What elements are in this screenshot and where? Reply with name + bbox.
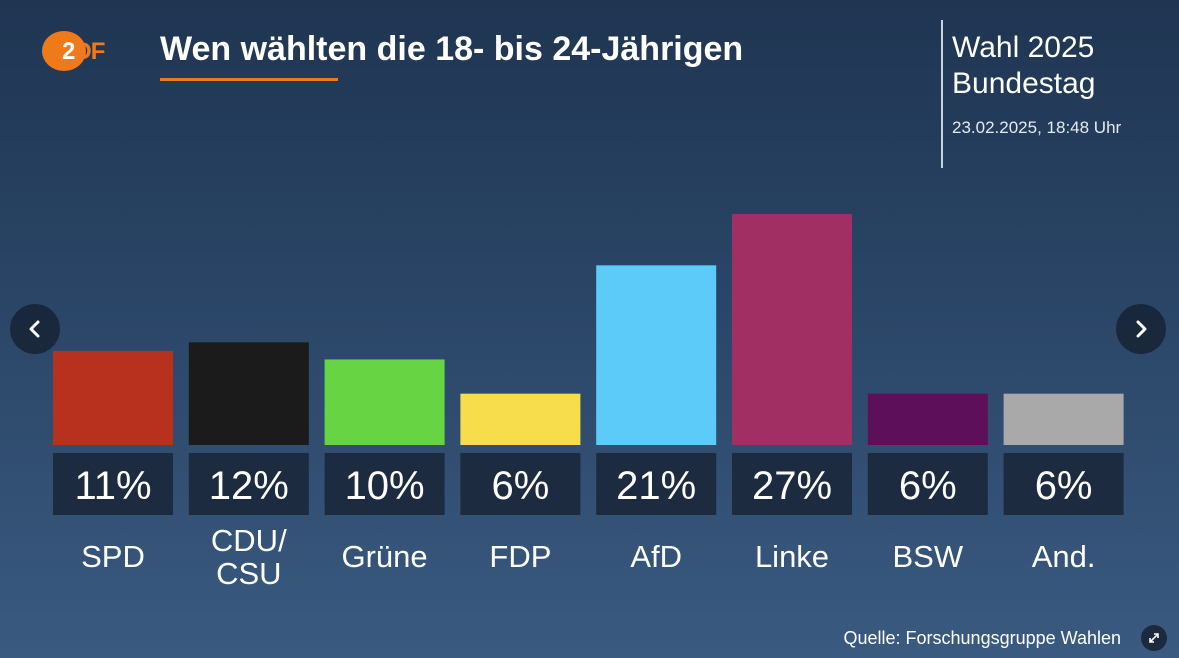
bar [732, 214, 852, 445]
zdf-logo-text: 2DF [62, 38, 105, 66]
category-label: BSW [892, 539, 963, 574]
value-label-box [460, 453, 581, 515]
category-label: And. [1032, 539, 1096, 574]
chevron-right-icon [1136, 320, 1147, 338]
data-label: 6% [899, 464, 957, 508]
chart-title: Wen wählten die 18- bis 24-Jährigen [160, 30, 744, 68]
election-title-line1: Wahl 2025 [952, 31, 1095, 64]
category-label: FDP [489, 539, 551, 574]
bar [53, 350, 173, 445]
zdf-logo-df: DF [74, 38, 105, 65]
zdf-logo-2: 2 [62, 38, 75, 65]
bar [867, 393, 988, 445]
value-label-box [324, 453, 445, 515]
value-label-box [53, 453, 173, 515]
data-label: 10% [345, 464, 425, 508]
zdf-logo [42, 31, 86, 71]
value-label-box [596, 453, 717, 515]
value-label-box [1003, 453, 1124, 515]
header-divider [941, 20, 943, 168]
expand-icon [1149, 633, 1159, 643]
bar [460, 393, 581, 445]
category-label: CDU/CSU [211, 523, 287, 591]
source-label: Quelle: Forschungsgruppe Wahlen [843, 628, 1122, 648]
title-underline [160, 78, 338, 81]
category-label: Grüne [342, 539, 428, 574]
chevron-left-icon [29, 320, 40, 338]
category-label: SPD [81, 539, 145, 574]
value-label-box [867, 453, 988, 515]
data-label: 6% [1035, 464, 1093, 508]
election-date: 23.02.2025, 18:48 Uhr [952, 118, 1122, 137]
data-label: 12% [209, 464, 289, 508]
bar [324, 359, 445, 445]
next-button[interactable] [1116, 304, 1166, 354]
value-label-box [732, 453, 852, 515]
election-title-line2: Bundestag [952, 67, 1096, 100]
category-label: AfD [630, 539, 682, 574]
data-label: 21% [616, 464, 696, 508]
prev-button[interactable] [10, 304, 60, 354]
bar [596, 265, 717, 445]
category-label: Linke [755, 539, 829, 574]
value-label-box [188, 453, 309, 515]
data-label: 11% [74, 464, 151, 508]
election-title: Wahl 2025 Bundestag [952, 30, 1095, 102]
bar [188, 342, 309, 445]
expand-button[interactable] [1141, 625, 1167, 651]
data-label: 27% [752, 464, 832, 508]
bar [1003, 393, 1124, 445]
data-label: 6% [491, 464, 549, 508]
